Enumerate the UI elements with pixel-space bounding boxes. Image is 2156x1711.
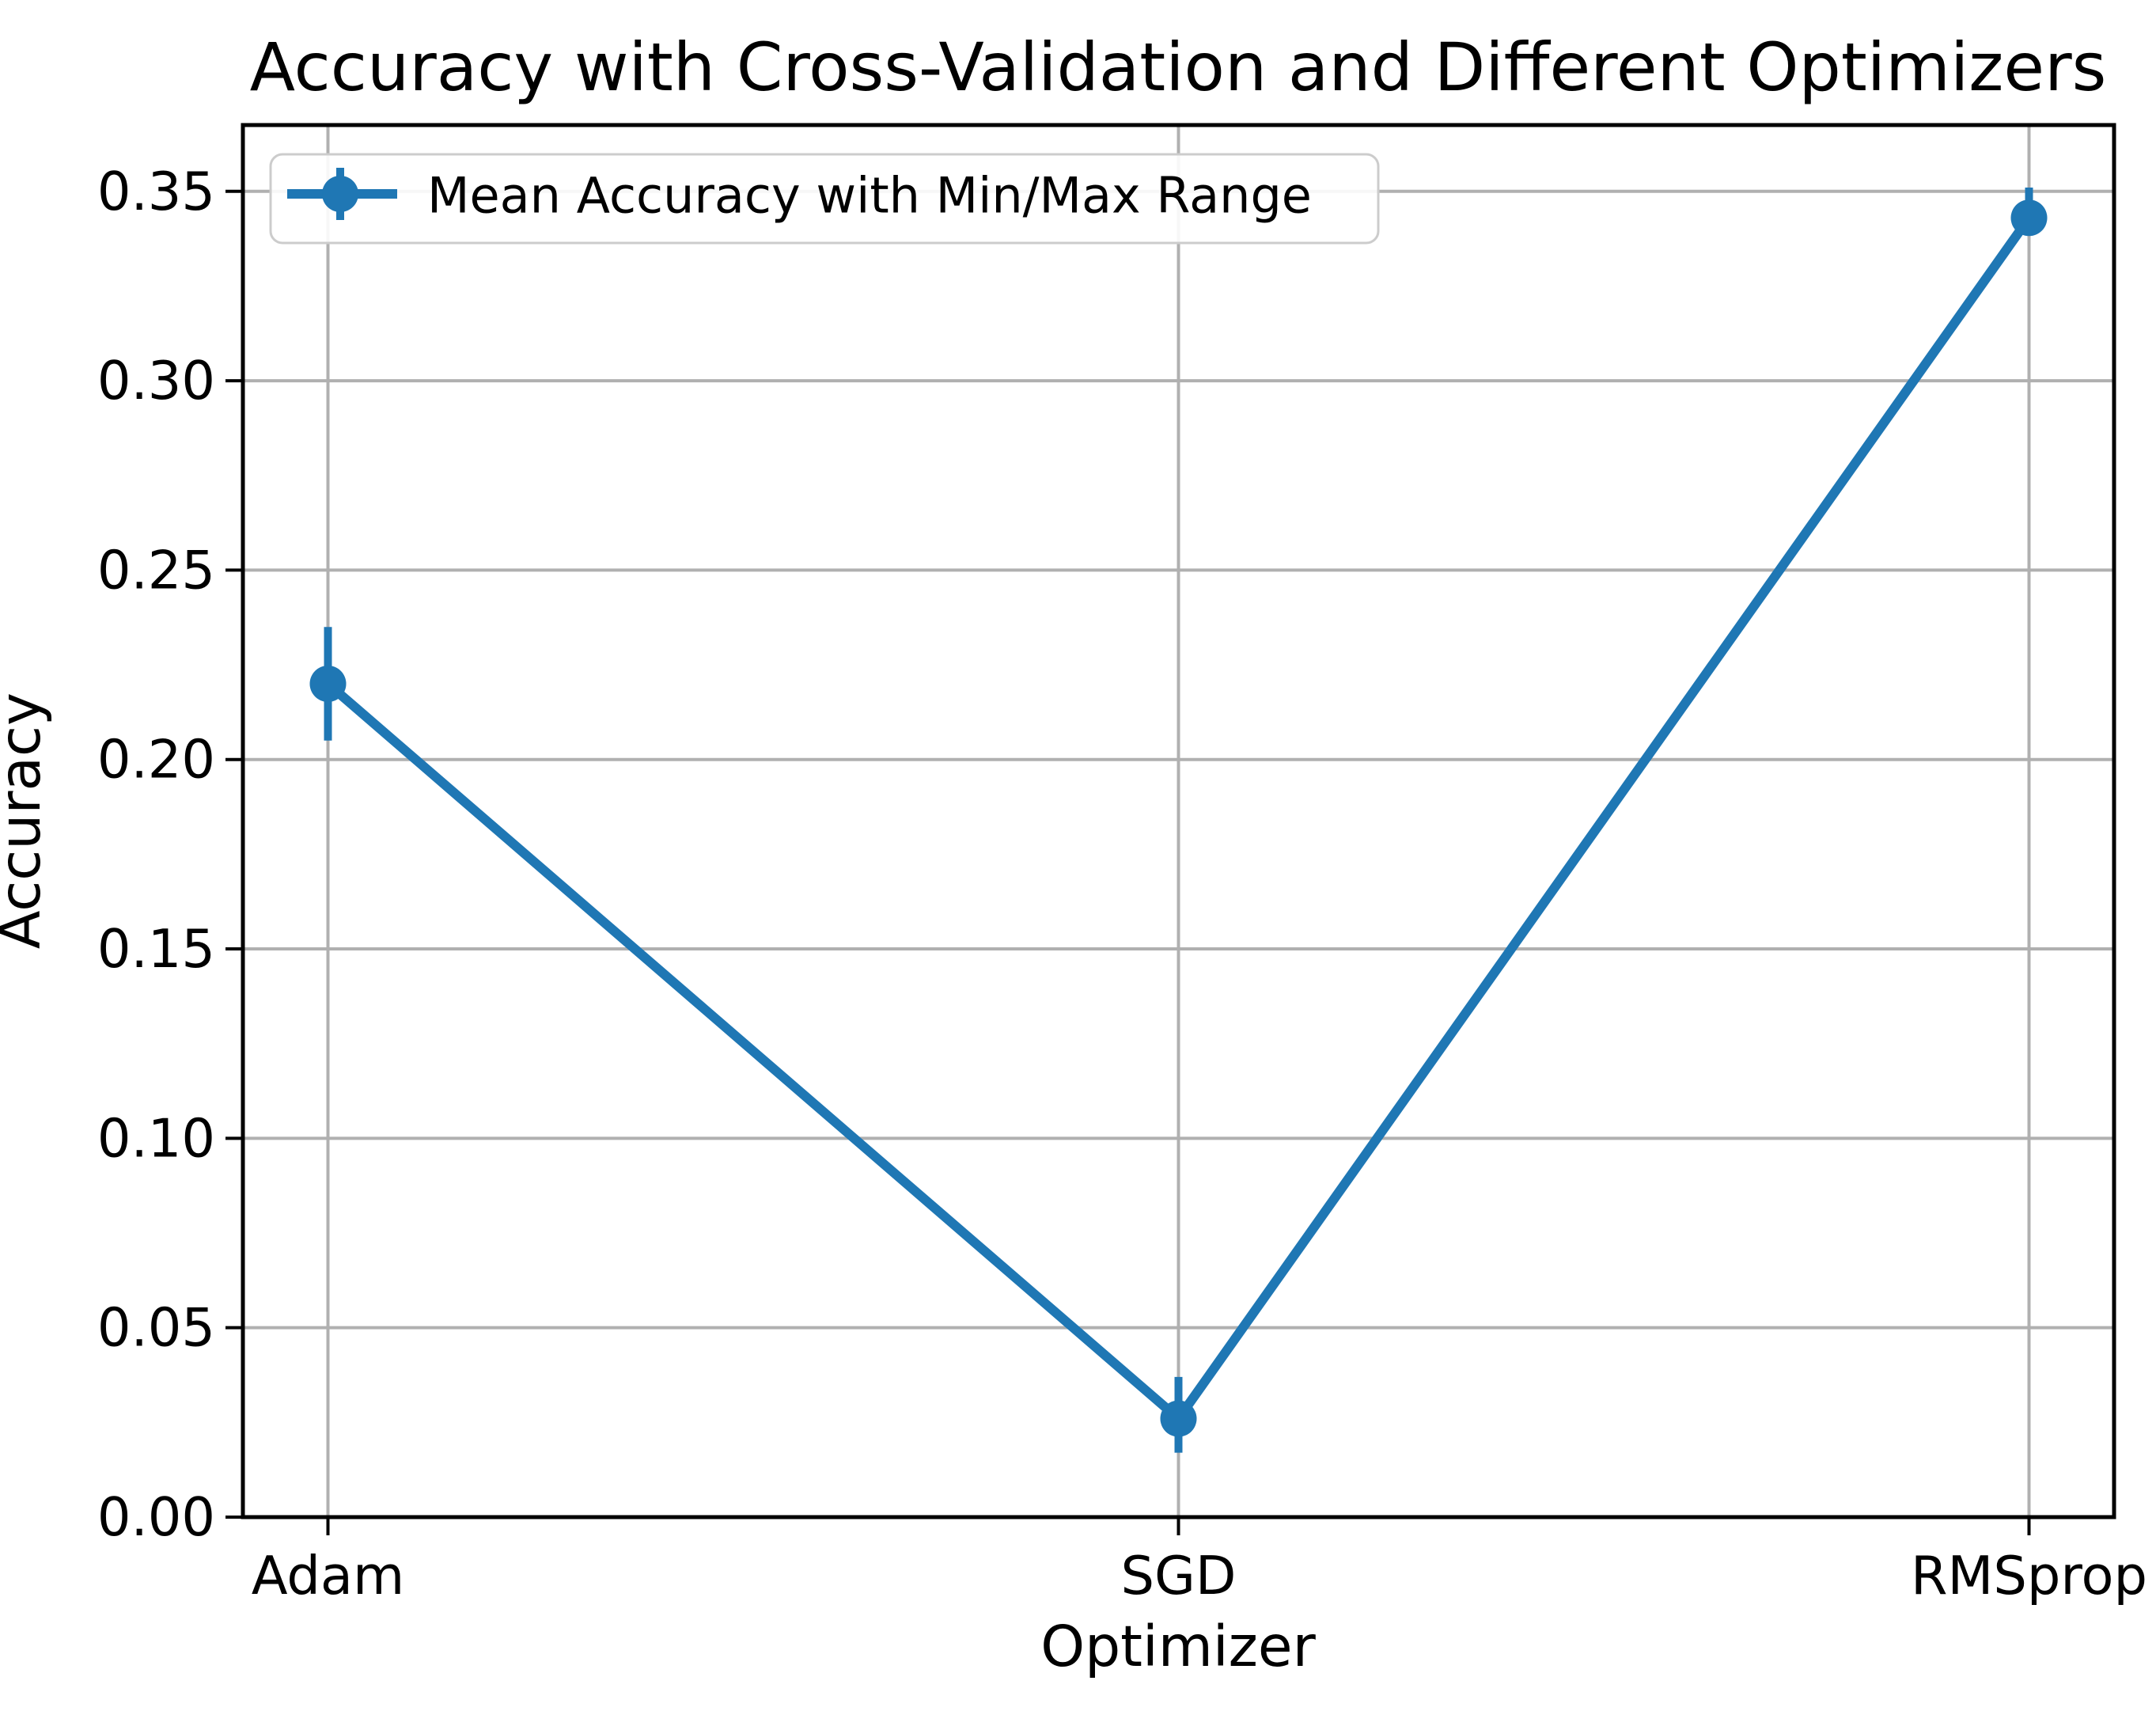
series-layer (309, 187, 2048, 1453)
legend-handle-marker (322, 176, 358, 212)
y-tick-label-0.20: 0.20 (97, 729, 215, 791)
y-tick-label-0.10: 0.10 (97, 1107, 215, 1169)
y-tick-label-0.15: 0.15 (97, 918, 215, 980)
x-axis-label: Optimizer (1040, 1614, 1316, 1679)
x-tick-label-RMSprop: RMSprop (1911, 1545, 2147, 1607)
legend: Mean Accuracy with Min/Max Range (269, 153, 1380, 245)
x-tick-label-SGD: SGD (1120, 1545, 1236, 1607)
y-tick-label-0.35: 0.35 (97, 161, 215, 222)
data-point-RMSprop (2010, 199, 2048, 237)
legend-label: Mean Accuracy with Min/Max Range (427, 167, 1312, 225)
tick-layer: 0.00 0.05 0.10 0.15 0.20 0.25 0.30 0.35 Adam SGD R… (97, 161, 2147, 1607)
y-tick-label-0.25: 0.25 (97, 539, 215, 601)
data-point-SGD (1160, 1400, 1197, 1437)
y-tick-label-0.00: 0.00 (97, 1486, 215, 1548)
y-tick-label-0.30: 0.30 (97, 350, 215, 412)
y-tick-label-0.05: 0.05 (97, 1297, 215, 1359)
legend-box (269, 153, 1380, 245)
x-tick-label-Adam: Adam (252, 1545, 405, 1607)
y-axis-label: Accuracy (0, 692, 53, 949)
data-point-Adam (309, 665, 347, 702)
grid-layer (243, 125, 2114, 1519)
chart-title: Accuracy with Cross-Validation and Diffe… (250, 28, 2107, 106)
